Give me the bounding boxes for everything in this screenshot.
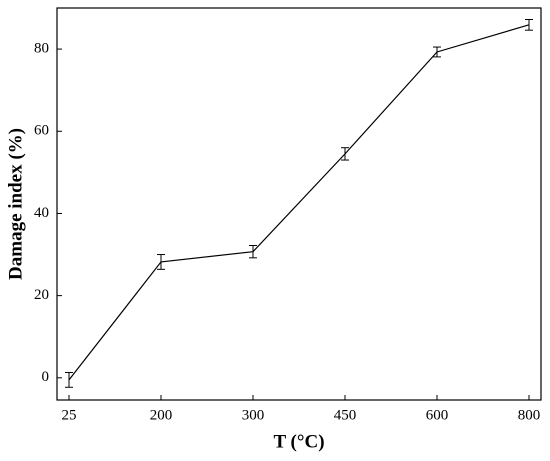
x-axis-title: T (°C): [273, 431, 324, 452]
plot-frame: [56, 7, 542, 401]
line: [68, 24, 530, 381]
y-tick-label: 20: [34, 287, 49, 303]
x-tick-label: 450: [334, 407, 357, 423]
y-tick-label: 80: [34, 41, 49, 57]
x-tick-label: 300: [242, 407, 265, 423]
y-tick-label: 40: [34, 205, 49, 221]
y-tick-label: 60: [34, 123, 49, 139]
y-tick-label: 0: [42, 369, 50, 385]
x-tick-label: 200: [150, 407, 173, 423]
x-tick-label: 25: [62, 407, 77, 423]
x-tick-label: 800: [518, 407, 541, 423]
y-axis-title: Damage index (%): [5, 128, 26, 280]
x-tick-label: 600: [426, 407, 449, 423]
